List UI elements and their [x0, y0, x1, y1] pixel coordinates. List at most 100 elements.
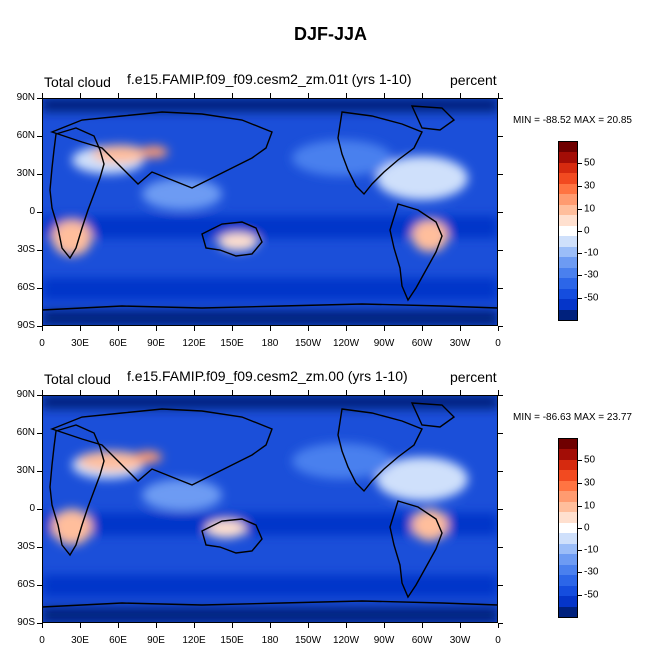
axis-tick	[578, 231, 582, 232]
lon-tick-label: 120E	[182, 338, 206, 349]
axis-tick	[37, 326, 42, 327]
colorbar-label: 10	[584, 203, 596, 215]
coastlines	[42, 402, 498, 608]
axis-tick	[578, 483, 582, 484]
axis-tick	[498, 136, 503, 137]
axis-tick	[498, 623, 503, 624]
axis-tick	[42, 390, 43, 395]
axis-tick	[578, 163, 582, 164]
lon-tick-label: 30E	[71, 635, 89, 646]
axis-tick	[232, 623, 233, 628]
axis-tick	[80, 623, 81, 628]
axis-tick	[460, 623, 461, 628]
axis-tick	[37, 136, 42, 137]
axis-tick	[37, 547, 42, 548]
lon-tick-label: 30W	[449, 338, 471, 349]
africa-asia-warm	[78, 451, 146, 471]
antarctica-coast	[42, 303, 498, 311]
north-america-coast	[337, 111, 423, 196]
lon-tick-label: 150W	[294, 635, 322, 646]
axis-tick	[118, 326, 119, 331]
axis-tick	[578, 460, 582, 461]
axis-tick	[156, 93, 157, 98]
lon-tick-label: 0	[495, 338, 501, 349]
axis-tick	[498, 433, 503, 434]
colorbar-swatch	[559, 491, 577, 503]
coastlines	[42, 105, 498, 311]
axis-tick	[37, 250, 42, 251]
lon-tick-label: 30E	[71, 338, 89, 349]
axis-tick	[42, 623, 43, 628]
north-pacific-patch	[292, 443, 392, 479]
axis-tick	[422, 390, 423, 395]
colorbar-label: 50	[584, 454, 596, 466]
axis-tick	[460, 390, 461, 395]
colorbar-swatch	[559, 512, 577, 524]
axis-tick	[498, 547, 503, 548]
southern-ocean-band	[42, 575, 498, 597]
lon-tick-label: 90E	[147, 635, 165, 646]
colorbar-swatch	[559, 267, 577, 279]
axis-tick	[232, 390, 233, 395]
axis-tick	[232, 93, 233, 98]
map-frame	[42, 395, 498, 623]
colorbar-swatch	[559, 543, 577, 555]
colorbar-swatch	[559, 162, 577, 174]
lon-tick-label: 120W	[332, 338, 360, 349]
lon-tick-label: 60E	[109, 635, 127, 646]
axis-tick	[42, 93, 43, 98]
axis-tick	[194, 326, 195, 331]
axis-tick	[384, 390, 385, 395]
axis-tick	[194, 390, 195, 395]
colorbar-swatch	[559, 439, 577, 450]
axis-tick	[460, 326, 461, 331]
lon-tick-label: 120W	[332, 635, 360, 646]
axis-tick	[498, 326, 503, 327]
colorbar-swatch	[559, 585, 577, 597]
colorbar-swatch	[559, 215, 577, 227]
colorbar-label: 10	[584, 500, 596, 512]
axis-tick	[80, 93, 81, 98]
lon-tick-label: 0	[495, 635, 501, 646]
axis-tick	[80, 390, 81, 395]
colorbar-swatch	[559, 278, 577, 290]
axis-tick	[498, 250, 503, 251]
lat-tick-label: 30N	[16, 465, 35, 476]
lat-tick-label: 60S	[17, 282, 35, 293]
colorbar-swatch	[559, 522, 577, 534]
axis-tick	[80, 326, 81, 331]
lat-tick-label: 90S	[17, 617, 35, 628]
cloud-difference-map	[42, 395, 498, 623]
axis-tick	[194, 623, 195, 628]
lon-tick-label: 150W	[294, 338, 322, 349]
lat-tick-label: 0	[29, 503, 35, 514]
colorbar-swatch	[559, 501, 577, 513]
panel-center-label: f.e15.FAMIP.f09_f09.cesm2_zm.01t (yrs 1-…	[127, 71, 412, 87]
colorbar-swatch	[559, 204, 577, 216]
colorbar-swatch	[559, 575, 577, 587]
colorbar-label: -50	[584, 292, 599, 304]
axis-tick	[346, 623, 347, 628]
axis-tick	[308, 623, 309, 628]
colorbar-swatch	[559, 554, 577, 566]
colorbar-label: 0	[584, 522, 590, 534]
colorbar	[558, 438, 578, 618]
colorbar-swatch	[559, 299, 577, 311]
axis-tick	[422, 93, 423, 98]
colorbar-swatch	[559, 246, 577, 258]
colorbar-swatch	[559, 309, 577, 321]
axis-tick	[270, 623, 271, 628]
south-america-coast	[389, 203, 443, 302]
colorbar-swatch	[559, 152, 577, 164]
polar-band-north	[42, 395, 498, 409]
axis-tick	[37, 288, 42, 289]
axis-tick	[498, 585, 503, 586]
panel-units-label: percent	[450, 72, 497, 88]
axis-tick	[460, 93, 461, 98]
colorbar-swatch	[559, 564, 577, 576]
colorbar-label: 50	[584, 157, 596, 169]
colorbar-swatch	[559, 459, 577, 471]
south-america-coast	[389, 500, 443, 599]
axis-tick	[498, 98, 503, 99]
panel-left-label: Total cloud	[44, 74, 111, 90]
